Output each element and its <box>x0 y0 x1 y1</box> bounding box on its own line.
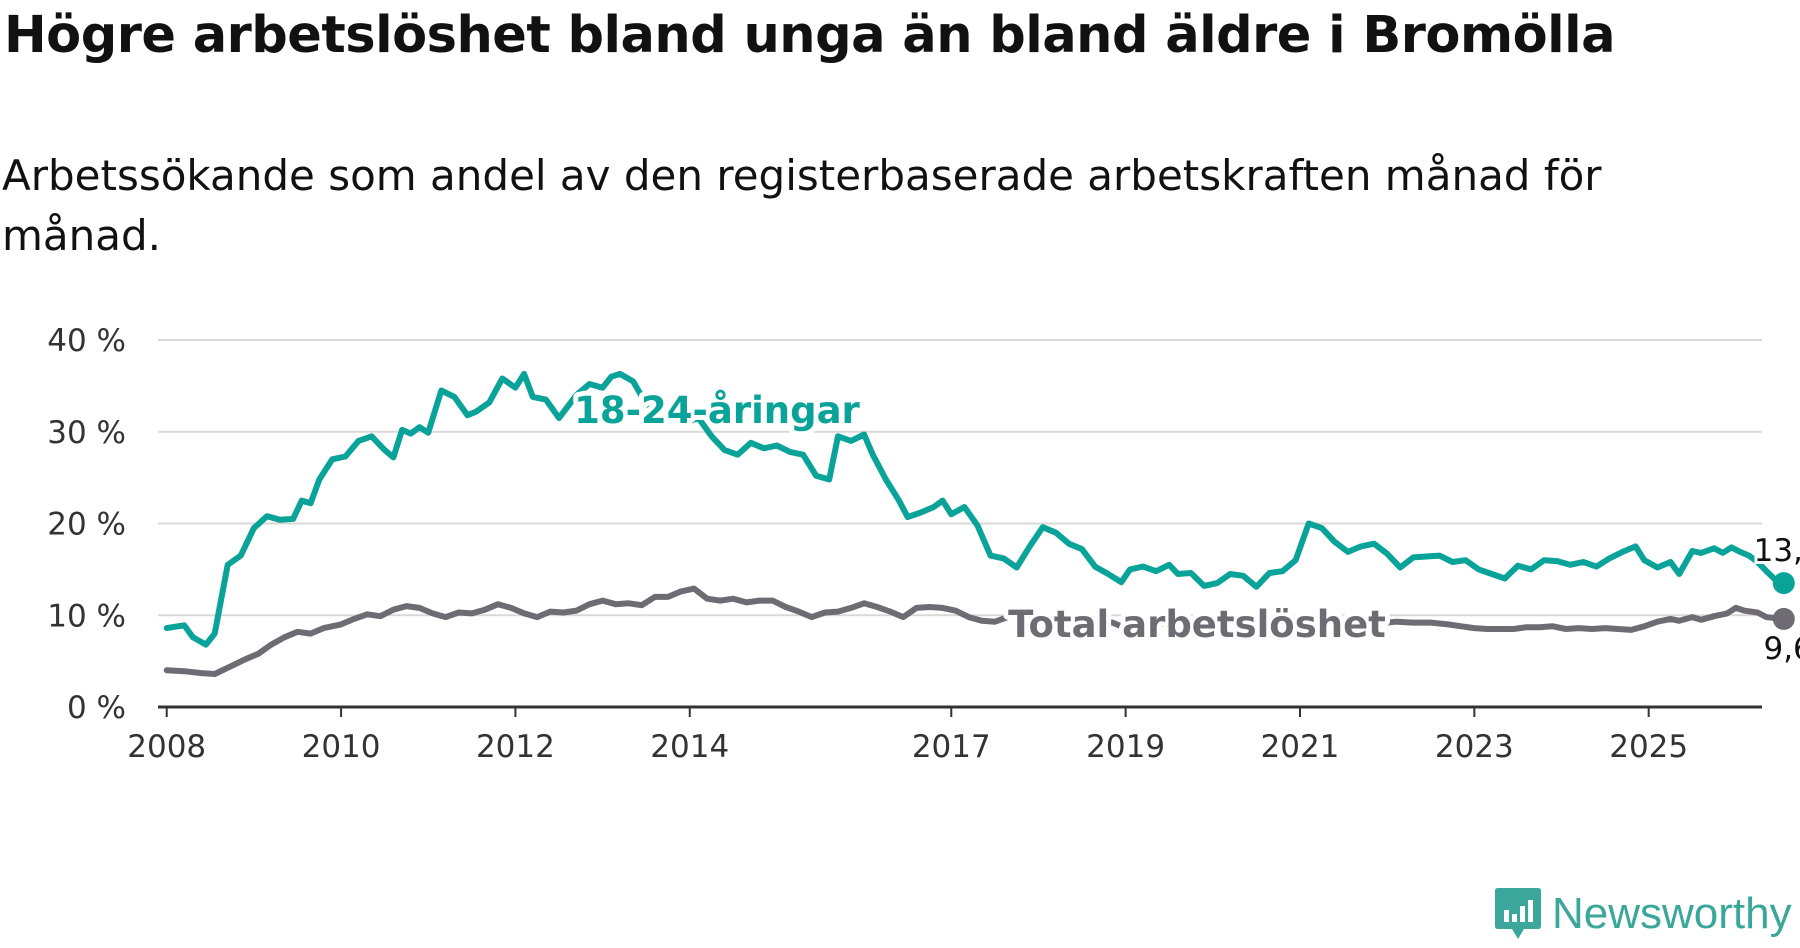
y-tick-label: 0 % <box>67 690 126 726</box>
newsworthy-logo: Newsworthy <box>1494 886 1792 942</box>
y-tick-label: 20 % <box>47 507 126 543</box>
x-tick-label: 2025 <box>1609 729 1688 765</box>
series-line-young <box>163 370 1787 648</box>
x-tick-label: 2017 <box>912 729 991 765</box>
x-tick-label: 2014 <box>650 729 729 765</box>
end-value-label-total: 9,6 % <box>1763 631 1800 667</box>
end-value-label-young: 13,5 % <box>1754 533 1800 569</box>
x-tick-label: 2021 <box>1261 729 1340 765</box>
end-point-total <box>1772 607 1795 630</box>
newsworthy-logo-icon <box>1495 888 1541 939</box>
y-tick-label: 30 % <box>47 415 126 451</box>
end-point-young <box>1772 572 1795 595</box>
x-tick-label: 2019 <box>1086 729 1165 765</box>
grid-lines <box>158 339 1762 617</box>
x-tick-label: 2012 <box>476 729 555 765</box>
series-name-total: Total arbetslöshet <box>1008 603 1386 646</box>
line-chart: 0 % 10 % 20 % 30 % 40 % 2008 2010 2012 2014 2017… <box>47 323 1800 765</box>
chart-subtitle: Arbetssökande som andel av den registerb… <box>2 151 1602 260</box>
chart-title: Högre arbetslöshet bland unga än bland ä… <box>4 6 1616 65</box>
y-tick-label: 40 % <box>47 323 126 359</box>
series-name-young: 18-24-åringar <box>574 389 860 432</box>
series-lines <box>163 370 1795 677</box>
y-tick-label: 10 % <box>47 598 126 634</box>
x-axis: 2008 2010 2012 2014 2017 2019 2021 2023 2025 <box>127 705 1762 765</box>
series-labels: 13,5 % 9,6 % 18-24-åringar Total arbetslösh… <box>569 384 1800 670</box>
brand-name: Newsworthy <box>1552 889 1792 938</box>
x-tick-label: 2008 <box>127 729 206 765</box>
x-tick-label: 2010 <box>302 729 381 765</box>
series-line-total <box>163 585 1787 677</box>
y-axis: 0 % 10 % 20 % 30 % 40 % <box>47 323 126 726</box>
x-tick-label: 2023 <box>1435 729 1514 765</box>
